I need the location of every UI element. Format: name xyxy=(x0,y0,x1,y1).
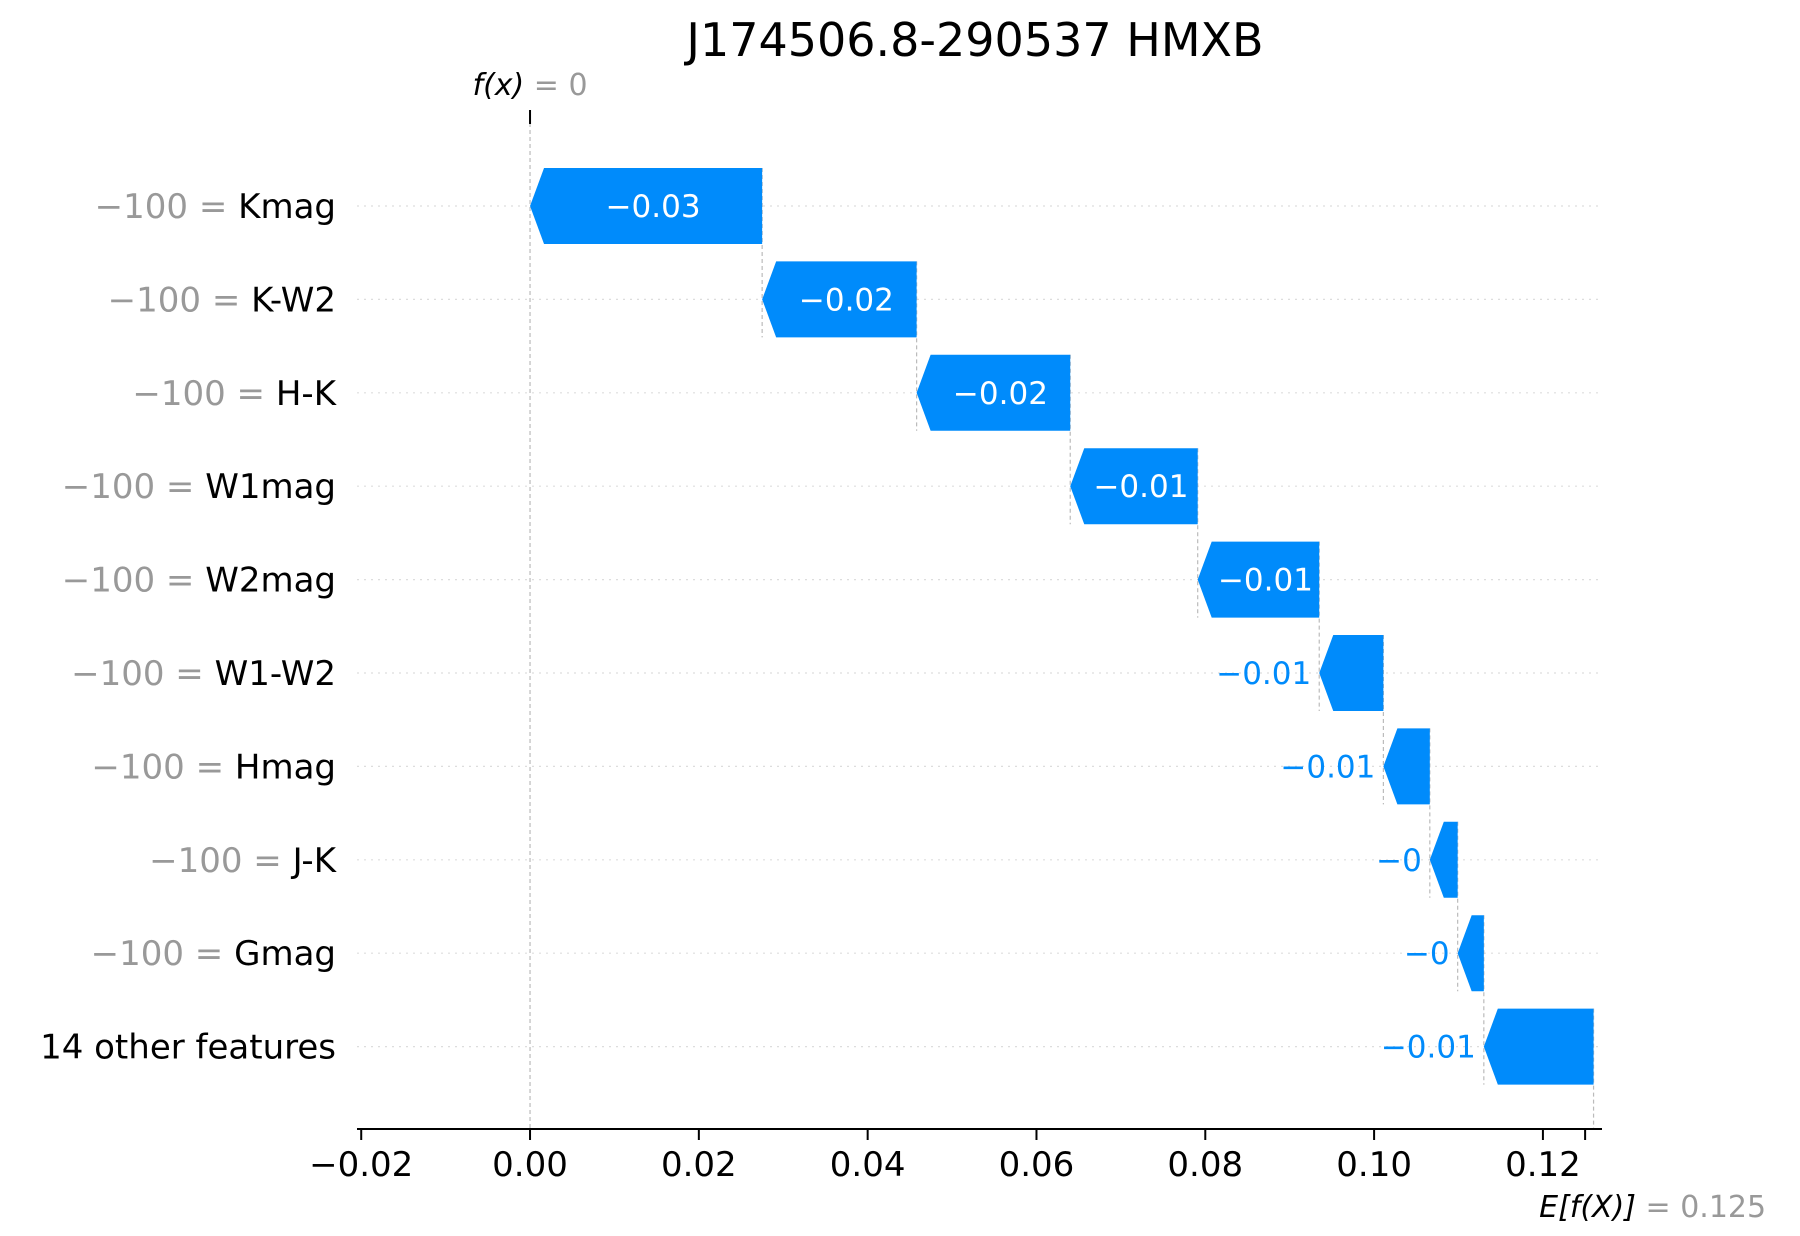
feature-label: −100 = J-K xyxy=(149,841,338,881)
feature-value: −100 = xyxy=(71,654,215,694)
bar-value-label: −0.02 xyxy=(799,282,894,318)
feature-name: K-W2 xyxy=(251,280,336,320)
feature-label: −100 = W1-W2 xyxy=(71,654,336,694)
x-tick-label: 0.12 xyxy=(1505,1145,1581,1185)
feature-label: −100 = K-W2 xyxy=(108,280,336,320)
feature-name: Kmag xyxy=(238,187,336,227)
bar-value-label: −0.01 xyxy=(1218,563,1313,599)
bar-value-label: −0.03 xyxy=(606,189,701,225)
feature-name: W2mag xyxy=(205,561,336,601)
bar-value-label: −0.01 xyxy=(1216,656,1311,692)
value-annotations: f(x) = 0 E[f(X)] = 0.125 xyxy=(473,68,1767,1225)
feature-name: W1-W2 xyxy=(215,654,336,694)
waterfall-bar xyxy=(1383,728,1430,805)
waterfall-bar xyxy=(762,261,917,338)
feature-name: Gmag xyxy=(234,934,336,974)
feature-label: −100 = Gmag xyxy=(91,934,336,974)
feature-value: −100 = xyxy=(62,561,206,601)
waterfall-bar xyxy=(1070,448,1198,525)
waterfall-bar xyxy=(1483,1008,1594,1085)
feature-value: −100 = xyxy=(91,747,235,787)
x-axis: −0.02 0.00 0.02 0.04 0.06 0.08 0.10 0.12 xyxy=(309,110,1602,1185)
x-tick-label: 0.06 xyxy=(999,1145,1075,1185)
feature-label: −100 = W1mag xyxy=(62,467,336,507)
x-tick-label: 0.02 xyxy=(661,1145,737,1185)
bar-value-label: −0.01 xyxy=(1381,1030,1476,1066)
feature-label: −100 = H-K xyxy=(132,374,337,414)
feature-name: 14 other features xyxy=(40,1028,336,1068)
bar-value-label: −0 xyxy=(1404,936,1450,972)
bar-value-label: −0.01 xyxy=(1093,469,1188,505)
bar-value-label: −0.01 xyxy=(1280,749,1375,785)
feature-value: −100 = xyxy=(95,187,239,227)
waterfall-bar xyxy=(916,354,1071,431)
connector-lines xyxy=(529,116,1595,1129)
feature-name: J-K xyxy=(291,841,338,881)
waterfall-bar xyxy=(1457,915,1484,992)
feature-value: −100 = xyxy=(91,934,235,974)
feature-value: −100 = xyxy=(62,467,206,507)
feature-name: W1mag xyxy=(205,467,336,507)
chart-title: J174506.8-290537 HMXB xyxy=(683,13,1263,67)
gridlines xyxy=(357,205,1602,1048)
waterfall-bar xyxy=(530,168,763,244)
feature-label: −100 = Kmag xyxy=(95,187,336,227)
bar-value-label: −0.02 xyxy=(953,376,1048,412)
feature-value: −100 = xyxy=(149,841,293,881)
feature-label: −100 = W2mag xyxy=(62,561,336,601)
x-tick-label: 0.00 xyxy=(492,1145,568,1185)
x-tick-label: 0.08 xyxy=(1167,1145,1243,1185)
feature-labels: −100 = Kmag−100 = K-W2−100 = H-K−100 = W… xyxy=(40,187,338,1068)
bar-value-label: −0 xyxy=(1376,843,1422,879)
x-tick-label: 0.04 xyxy=(830,1145,906,1185)
feature-label: 14 other features xyxy=(40,1028,336,1068)
fx-annotation: f(x) = 0 xyxy=(473,68,588,103)
feature-name: H-K xyxy=(276,374,338,414)
feature-value: −100 = xyxy=(108,280,252,320)
bar-labels: −0.03 −0.02 −0.02 −0.01 −0.01 −0.01 −0.01 −0 −0 −… xyxy=(606,189,1476,1066)
feature-name: Hmag xyxy=(235,747,336,787)
waterfall-bar xyxy=(1429,821,1458,898)
waterfall-bar xyxy=(1319,635,1384,711)
waterfall-bar xyxy=(1197,541,1320,618)
x-tick-label: 0.10 xyxy=(1336,1145,1412,1185)
bars xyxy=(530,168,1594,1085)
base-value-annotation: E[f(X)] = 0.125 xyxy=(1539,1190,1766,1225)
x-tick-label: −0.02 xyxy=(309,1145,413,1185)
feature-label: −100 = Hmag xyxy=(91,747,336,787)
feature-value: −100 = xyxy=(132,374,276,414)
